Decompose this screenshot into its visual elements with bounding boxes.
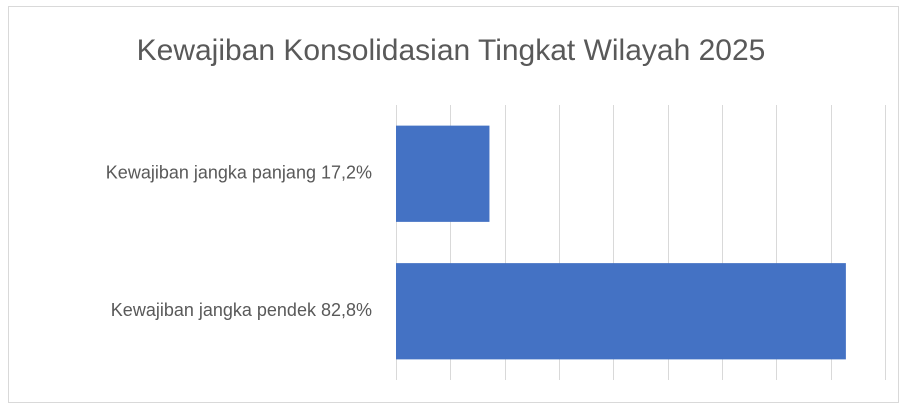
bar <box>396 125 490 222</box>
y-tick-label: Kewajiban jangka panjang 17,2% <box>106 163 372 183</box>
y-tick-label: Kewajiban jangka pendek 82,8% <box>111 300 372 320</box>
chart-title: Kewajiban Konsolidasian Tingkat Wilayah … <box>137 34 766 67</box>
bar <box>396 263 846 360</box>
